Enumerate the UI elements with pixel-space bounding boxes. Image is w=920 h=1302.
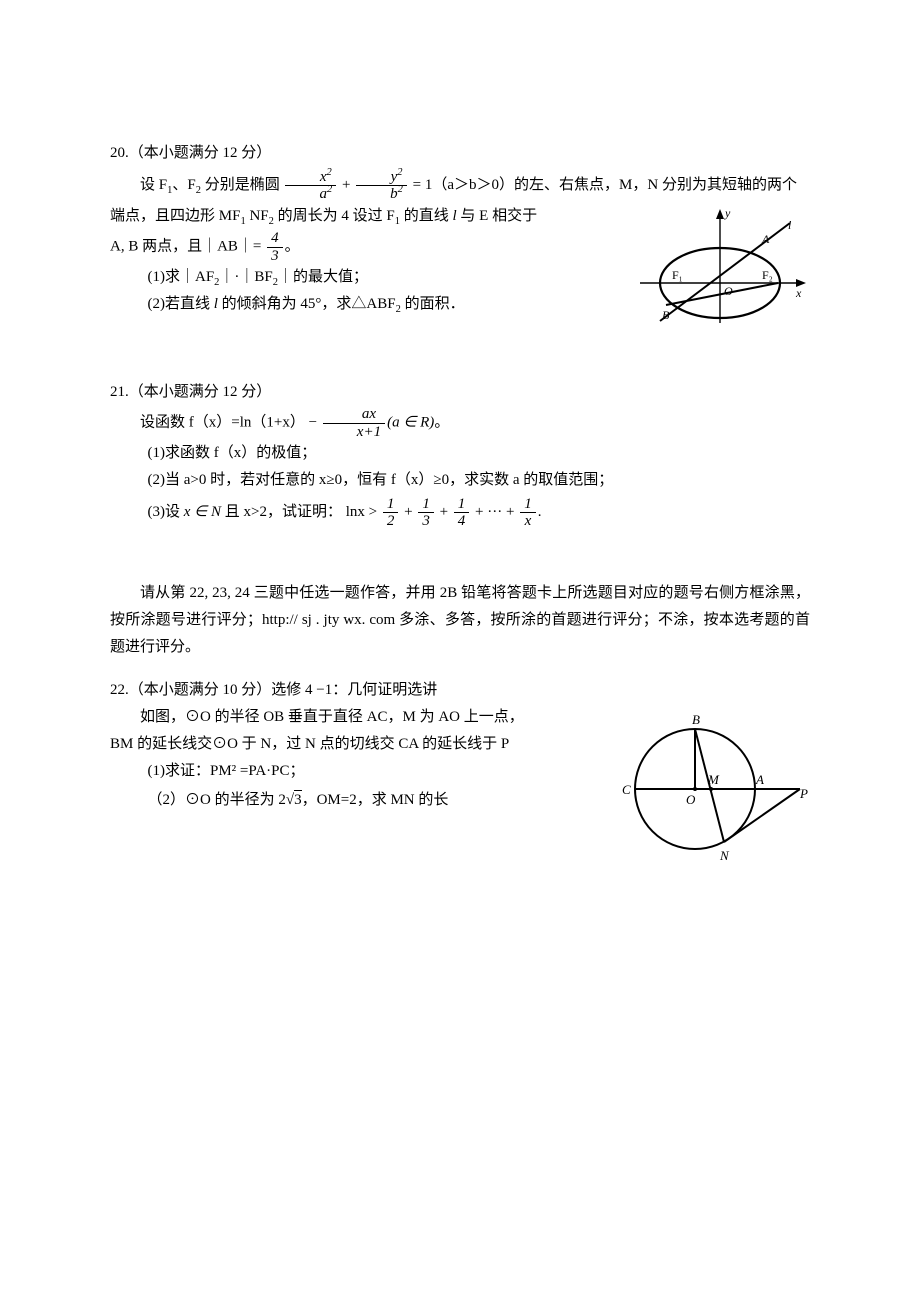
problem-21-header: 21.（本小题满分 12 分） [110,379,810,406]
label-B: B [692,712,700,727]
text: 分别是椭圆 [201,177,280,193]
label-F1: F₁ [672,268,683,282]
label-l: l [788,218,792,232]
ellipse-term-1: x2 a2 [285,169,336,203]
p22-line1: 如图，⊙O 的半径 OB 垂直于直径 AC，M 为 AO 上一点， [110,704,600,731]
p22-q1: (1)求证：PM² =PA·PC； [110,758,600,785]
ellipse-term-2: y2 b2 [356,169,407,203]
label-F2: F₂ [762,268,773,282]
label-C: C [622,782,631,797]
label-A: A [761,232,770,246]
label-P: P [799,786,808,801]
p20-figure: y x l A B F₁ O F₂ [630,203,810,343]
ellipse-figure: y x l A B F₁ O F₂ [630,203,810,343]
p21-q3: (3)设 x ∈ N 且 x>2，试证明： lnx > 12 + 13 + 14… [110,494,810,530]
label-O: O [724,284,733,298]
problem-21: 21.（本小题满分 12 分） 设函数 f（x）=ln（1+x） − ax x+… [110,379,810,530]
text: = 1（a＞b＞0）的左、右焦点，M，N 分别为其短轴的两个 [409,177,797,193]
p20-text-col: 端点，且四边形 MF1 NF2 的周长为 4 设过 F1 的直线 l 与 E 相… [110,203,620,318]
p20-q1: (1)求｜AF2｜·｜BF2｜的最大值； [110,264,620,291]
p20-line2: 端点，且四边形 MF1 NF2 的周长为 4 设过 F1 的直线 l 与 E 相… [110,203,620,230]
p20-line1: 设 F1、F2 分别是椭圆 x2 a2 + y2 b2 = 1（a＞b＞0）的左… [110,167,810,203]
p22-q2: （2）⊙O 的半径为 2√3，OM=2，求 MN 的长 [110,785,600,815]
p21-line1: 设函数 f（x）=ln（1+x） − ax x+1 (a ∈ R)。 [110,406,810,440]
p20-body-row: 端点，且四边形 MF1 NF2 的周长为 4 设过 F1 的直线 l 与 E 相… [110,203,810,343]
frac-4-3: 4 3 [267,230,283,264]
p21-q1: (1)求函数 f（x）的极值； [110,440,810,467]
selection-instructions: 请从第 22, 23, 24 三题中任选一题作答，并用 2B 铅笔将答题卡上所选… [110,580,810,661]
frac-ax: ax x+1 [323,406,385,440]
instruction-text: 请从第 22, 23, 24 三题中任选一题作答，并用 2B 铅笔将答题卡上所选… [110,580,810,661]
p22-line2: BM 的延长线交⊙O 于 N，过 N 点的切线交 CA 的延长线于 P [110,731,600,758]
text: 设 F [140,177,167,193]
label-O: O [686,792,696,807]
p22-figure: B C O M A P N [610,704,810,874]
plus: + [338,177,354,193]
series: lnx > 12 + 13 + 14 + ··· + 1x. [346,504,542,520]
label-B: B [662,308,670,322]
label-M: M [707,772,720,787]
p22-body-row: 如图，⊙O 的半径 OB 垂直于直径 AC，M 为 AO 上一点， BM 的延长… [110,704,810,874]
problem-20-header: 20.（本小题满分 12 分） [110,140,810,167]
p20-q2: (2)若直线 l 的倾斜角为 45°，求△ABF2 的面积． [110,291,620,318]
problem-20: 20.（本小题满分 12 分） 设 F1、F2 分别是椭圆 x2 a2 + y2… [110,140,810,343]
p21-q2: (2)当 a>0 时，若对任意的 x≥0，恒有 f（x）≥0，求实数 a 的取值… [110,467,810,494]
label-y: y [724,206,731,220]
circle-figure: B C O M A P N [610,704,810,874]
problem-22-header: 22.（本小题满分 10 分）选修 4 −1：几何证明选讲 [110,677,810,704]
label-A: A [755,772,764,787]
p20-line3: A, B 两点，且｜AB｜= 4 3 。 [110,230,620,264]
sqrt3: √ [286,792,294,808]
p22-text-col: 如图，⊙O 的半径 OB 垂直于直径 AC，M 为 AO 上一点， BM 的延长… [110,704,600,815]
problem-22: 22.（本小题满分 10 分）选修 4 −1：几何证明选讲 如图，⊙O 的半径 … [110,677,810,874]
label-N: N [719,848,730,863]
label-x: x [795,286,802,300]
text: 、F [172,177,195,193]
